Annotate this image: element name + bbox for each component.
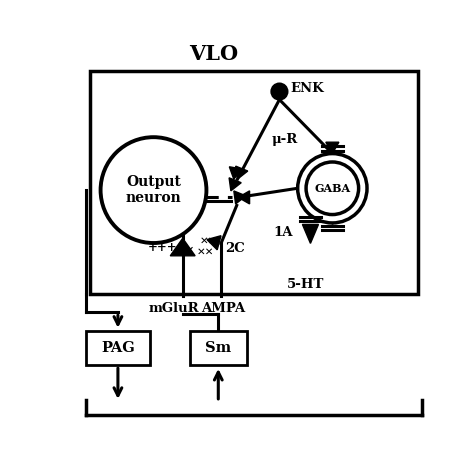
Text: 5-HT: 5-HT — [287, 279, 324, 292]
Polygon shape — [234, 191, 246, 204]
Polygon shape — [170, 238, 195, 256]
Text: +++: +++ — [148, 241, 177, 254]
Text: ✕✕: ✕✕ — [200, 236, 217, 246]
Text: neuron: neuron — [126, 191, 182, 205]
Circle shape — [298, 154, 367, 223]
Polygon shape — [236, 166, 248, 179]
Text: VLO: VLO — [189, 44, 238, 64]
Circle shape — [306, 162, 359, 215]
Polygon shape — [229, 178, 241, 191]
Bar — [190, 331, 246, 365]
Text: AMPA: AMPA — [201, 302, 245, 315]
Polygon shape — [207, 236, 221, 250]
Text: Output: Output — [126, 175, 181, 189]
Polygon shape — [238, 191, 250, 204]
Text: 1A: 1A — [273, 226, 293, 238]
Text: mGluR: mGluR — [148, 302, 199, 315]
Polygon shape — [229, 167, 242, 179]
Text: ✕: ✕ — [184, 246, 194, 255]
Bar — [86, 331, 150, 365]
Text: PAG: PAG — [101, 341, 135, 356]
Text: ENK: ENK — [291, 82, 324, 95]
Circle shape — [100, 137, 206, 243]
Polygon shape — [302, 224, 319, 243]
Text: μ-R: μ-R — [272, 133, 298, 146]
Text: GABA: GABA — [314, 183, 350, 194]
Text: 2C: 2C — [225, 242, 245, 255]
Bar — [90, 72, 418, 294]
Polygon shape — [326, 142, 339, 154]
Circle shape — [272, 83, 287, 100]
Text: ✕✕: ✕✕ — [197, 246, 214, 256]
Text: Sm: Sm — [205, 341, 231, 356]
